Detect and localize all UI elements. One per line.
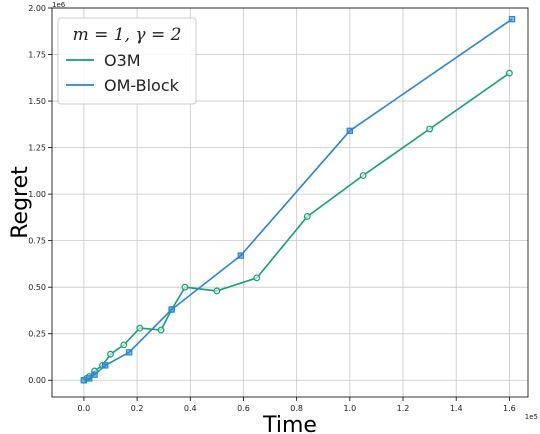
x-tick-label: 0.4 (184, 404, 197, 413)
data-point-o3m (505, 69, 513, 77)
y-exponent-label: 1e6 (52, 1, 66, 9)
legend-title: m = 1, γ = 2 (73, 25, 182, 45)
y-tick-label: 0.75 (28, 237, 46, 246)
data-point-o3m (181, 283, 189, 291)
data-point-om-block (91, 371, 98, 378)
y-tick-label: 2.00 (28, 4, 46, 13)
x-exponent-label: 1e5 (525, 413, 538, 421)
data-point-o3m (136, 324, 144, 332)
legend-label-om-block: OM-Block (104, 76, 180, 95)
data-point-o3m (359, 172, 367, 179)
y-tick-label: 1.75 (28, 51, 46, 60)
data-point-o3m (426, 125, 434, 133)
legend-label-o3m: O3M (104, 51, 141, 70)
data-point-om-block (168, 306, 175, 313)
data-point-om-block (508, 15, 516, 23)
x-tick-label: 0.6 (237, 404, 250, 413)
y-tick-label: 1.50 (28, 97, 46, 106)
data-point-o3m (213, 287, 221, 295)
data-point-om-block (101, 362, 109, 369)
x-axis-label: Time (262, 413, 317, 434)
x-tick-label: 0.8 (290, 404, 303, 413)
data-point-o3m (157, 326, 165, 334)
data-point-om-block (80, 377, 88, 384)
y-tick-label: 0.25 (28, 330, 46, 339)
plot-frame (51, 7, 529, 398)
data-point-o3m (303, 213, 311, 220)
x-tick-label: 0.2 (131, 404, 144, 413)
data-point-om-block (125, 349, 133, 356)
y-tick-label: 0.50 (28, 283, 46, 292)
legend-box (57, 17, 197, 105)
x-tick-label: 1.0 (343, 404, 356, 413)
data-point-o3m (253, 274, 261, 282)
data-point-om-block (346, 127, 354, 135)
y-axis-label: Regret (8, 166, 33, 239)
y-tick-label: 1.00 (28, 190, 46, 199)
ticks: 0.0 0.2 0.4 0.6 0.8 1.0 1.2 1.4 1.6 0.00 0.25 0.50 0… (28, 4, 516, 413)
data-point-o3m (120, 341, 128, 349)
data-point-om-block (237, 252, 245, 259)
x-tick-label: 0.0 (78, 404, 91, 413)
data-point-om-block (86, 375, 93, 382)
y-tick-label: 0.00 (28, 376, 46, 385)
x-tick-label: 1.6 (503, 404, 516, 413)
series-layer (80, 15, 516, 384)
x-tick-label: 1.2 (397, 404, 410, 413)
y-tick-label: 1.25 (28, 144, 46, 153)
legend-items: O3M OM-Block (66, 51, 180, 95)
legend: m = 1, γ = 2 O3M OM-Block (57, 17, 197, 105)
data-point-o3m (107, 350, 114, 358)
x-tick-label: 1.4 (450, 404, 463, 413)
